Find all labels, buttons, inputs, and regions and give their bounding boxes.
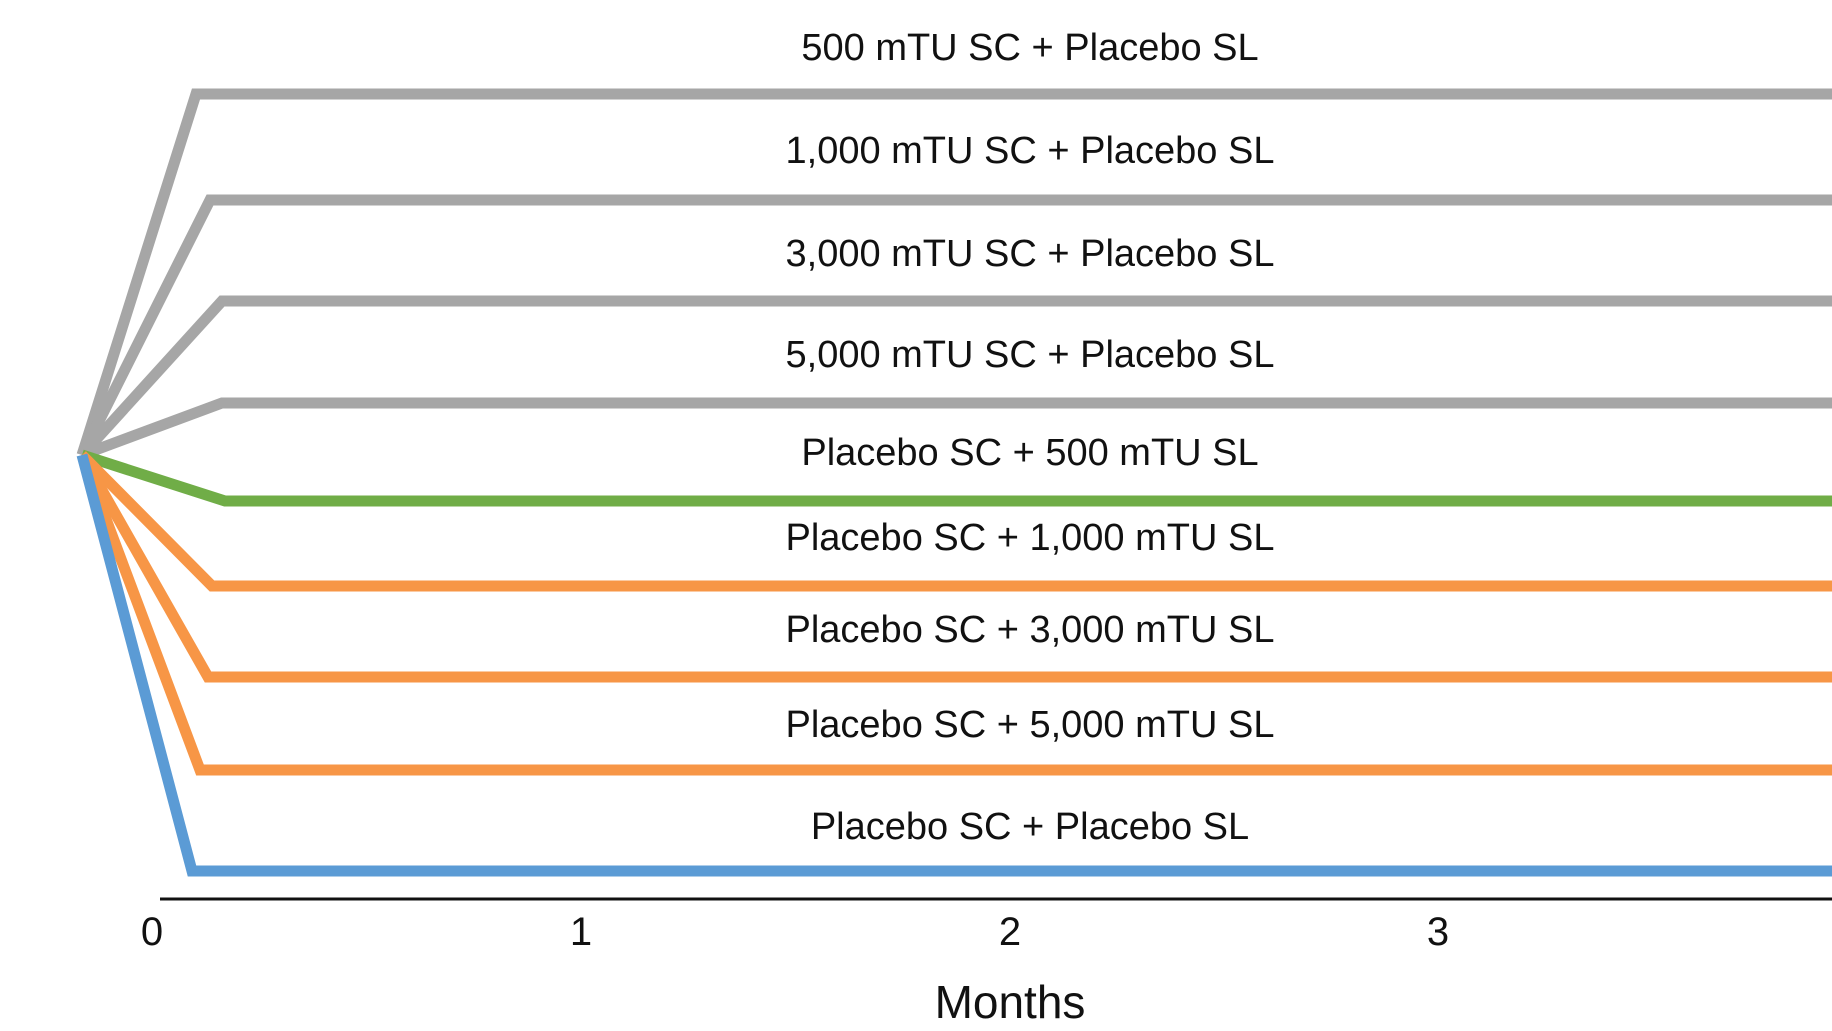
arm-lines — [76, 88, 1832, 877]
arm-label-3: 3,000 mTU SC + Placebo SL — [786, 233, 1275, 275]
x-tick-label-1: 1 — [570, 910, 592, 954]
arm-label-8: Placebo SC + 5,000 mTU SL — [786, 704, 1275, 746]
arm-line-5 — [80, 449, 1832, 507]
arm-label-2: 1,000 mTU SC + Placebo SL — [786, 130, 1275, 172]
arm-line-8 — [76, 453, 1832, 776]
arm-label-4: 5,000 mTU SC + Placebo SL — [786, 334, 1275, 376]
x-axis-ticks: 0 1 2 3 — [141, 910, 1449, 954]
arm-line-2 — [77, 194, 1832, 458]
arm-label-5: Placebo SC + 500 mTU SL — [801, 432, 1258, 474]
arm-label-9: Placebo SC + Placebo SL — [811, 806, 1249, 848]
arm-label-1: 500 mTU SC + Placebo SL — [801, 27, 1258, 69]
x-axis-title: Months — [935, 976, 1086, 1028]
arm-label-7: Placebo SC + 3,000 mTU SL — [786, 609, 1275, 651]
arm-line-9 — [76, 453, 1832, 877]
x-tick-label-2: 2 — [999, 910, 1021, 954]
x-tick-label-3: 3 — [1427, 910, 1449, 954]
arm-line-1 — [76, 88, 1832, 457]
arm-line-3 — [77, 295, 1832, 459]
arm-line-7 — [77, 452, 1832, 683]
arm-line-4 — [80, 397, 1832, 461]
arm-line-6 — [78, 451, 1832, 592]
x-tick-label-0: 0 — [141, 910, 163, 954]
arm-labels: 500 mTU SC + Placebo SL 1,000 mTU SC + Pl… — [786, 27, 1275, 848]
arm-label-6: Placebo SC + 1,000 mTU SL — [786, 517, 1275, 559]
